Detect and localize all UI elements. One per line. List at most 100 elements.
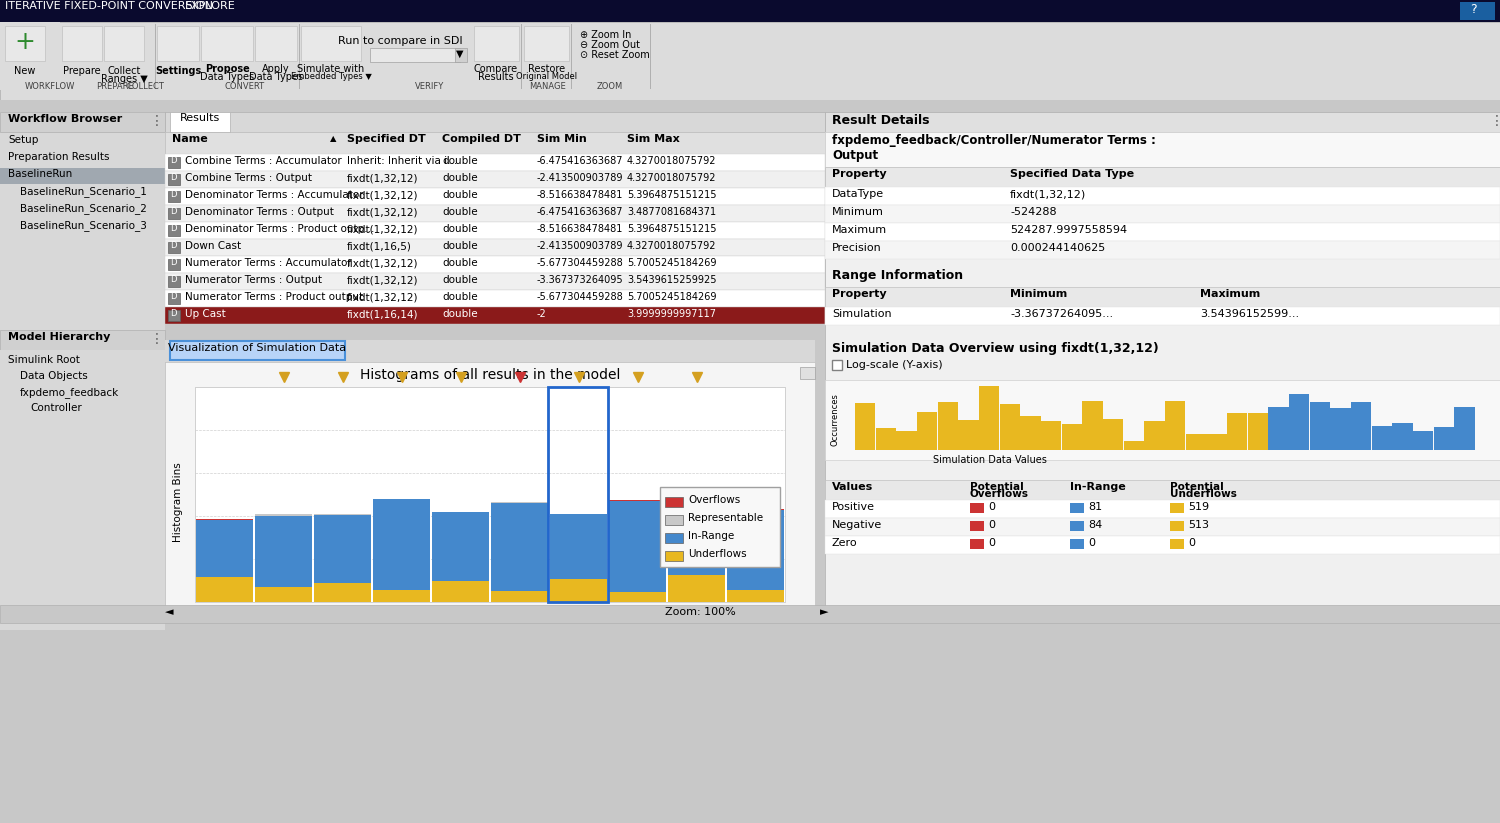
Text: Zero: Zero — [833, 538, 858, 548]
Text: Apply: Apply — [262, 64, 290, 74]
Text: Denominator Terms : Product outp...: Denominator Terms : Product outp... — [184, 224, 375, 234]
Bar — [314, 583, 370, 602]
Text: double: double — [442, 207, 477, 217]
Bar — [165, 171, 825, 188]
Text: Results: Results — [180, 113, 220, 123]
Bar — [609, 501, 666, 593]
Text: Result Details: Result Details — [833, 114, 930, 127]
Bar — [980, 386, 999, 450]
Text: Data Types: Data Types — [249, 72, 303, 82]
Text: fixdt(1,32,12): fixdt(1,32,12) — [346, 224, 418, 234]
Bar — [825, 112, 1500, 622]
Text: D: D — [170, 258, 177, 267]
Text: 0: 0 — [988, 520, 994, 530]
Bar — [168, 157, 180, 168]
Text: D: D — [170, 207, 177, 216]
Text: Minimum: Minimum — [833, 207, 884, 217]
Bar — [4, 26, 45, 61]
Text: 3.4877081684371: 3.4877081684371 — [627, 207, 716, 217]
Bar — [825, 536, 1500, 554]
Text: fixdt(1,32,12): fixdt(1,32,12) — [346, 292, 418, 302]
Bar — [825, 241, 1500, 259]
Bar — [255, 516, 312, 588]
Text: fxpdemo_feedback/Controller/Numerator Terms :
Output: fxpdemo_feedback/Controller/Numerator Te… — [833, 134, 1156, 162]
Bar — [168, 276, 180, 287]
Text: -2.413500903789: -2.413500903789 — [537, 241, 624, 251]
Text: ⊙ Reset Zoom: ⊙ Reset Zoom — [580, 50, 650, 60]
Bar — [958, 420, 978, 450]
Bar — [168, 293, 180, 304]
Text: fxpdemo_feedback: fxpdemo_feedback — [20, 387, 120, 398]
Text: 0: 0 — [1088, 538, 1095, 548]
Bar — [825, 187, 1500, 205]
Bar — [1434, 427, 1454, 450]
Text: D: D — [170, 309, 177, 318]
Bar — [660, 487, 780, 567]
Bar — [916, 412, 938, 450]
Text: -2.413500903789: -2.413500903789 — [537, 173, 624, 183]
Text: Denominator Terms : Accumulator: Denominator Terms : Accumulator — [184, 190, 363, 200]
Bar — [855, 403, 874, 450]
Bar — [550, 579, 608, 602]
Bar — [370, 48, 460, 62]
Text: ⋮: ⋮ — [1490, 114, 1500, 128]
Text: Potential: Potential — [970, 482, 1023, 492]
Text: +: + — [15, 30, 36, 54]
Bar — [196, 578, 254, 602]
Text: PREPARE: PREPARE — [96, 82, 134, 91]
Bar — [374, 590, 430, 602]
Bar — [664, 515, 682, 525]
Bar — [1070, 521, 1084, 531]
Bar — [548, 387, 608, 602]
Text: double: double — [442, 258, 477, 268]
Text: Run to compare in SDI: Run to compare in SDI — [338, 36, 462, 46]
Text: Property: Property — [833, 169, 886, 179]
Bar — [1310, 402, 1330, 450]
Text: -8.516638478481: -8.516638478481 — [537, 190, 624, 200]
Text: Precision: Precision — [833, 243, 882, 253]
Bar — [1170, 521, 1184, 531]
Bar — [825, 518, 1500, 536]
Text: D: D — [170, 224, 177, 233]
Bar — [168, 208, 180, 219]
Text: Combine Terms : Accumulator: Combine Terms : Accumulator — [184, 156, 342, 166]
Text: Data Types: Data Types — [200, 72, 254, 82]
Text: 5.3964875151215: 5.3964875151215 — [627, 190, 717, 200]
Text: double: double — [442, 241, 477, 251]
Text: Occurrences: Occurrences — [831, 393, 840, 446]
Bar — [1371, 425, 1392, 450]
Bar — [168, 191, 180, 202]
Bar — [62, 26, 102, 61]
Bar — [833, 360, 842, 370]
Text: Numerator Terms : Accumulator: Numerator Terms : Accumulator — [184, 258, 351, 268]
Bar — [314, 515, 370, 583]
Text: -6.475416363687: -6.475416363687 — [537, 156, 624, 166]
Bar — [1170, 539, 1184, 549]
Text: -5.677304459288: -5.677304459288 — [537, 258, 624, 268]
Text: 0: 0 — [1188, 538, 1196, 548]
Text: Representable: Representable — [688, 513, 764, 523]
Text: Workflow Browser: Workflow Browser — [8, 114, 123, 124]
Text: Maximum: Maximum — [833, 225, 886, 235]
Text: D: D — [170, 241, 177, 250]
Text: double: double — [442, 173, 477, 183]
Text: double: double — [442, 275, 477, 285]
Text: fixdt(1,32,12): fixdt(1,32,12) — [346, 207, 418, 217]
Bar — [1041, 421, 1060, 450]
Bar — [165, 205, 825, 222]
Text: 5.3964875151215: 5.3964875151215 — [627, 224, 717, 234]
Text: Preparation Results: Preparation Results — [8, 152, 109, 162]
Text: Visualization of Simulation Data: Visualization of Simulation Data — [168, 343, 346, 353]
Text: Embedded Types ▼: Embedded Types ▼ — [291, 72, 372, 81]
Text: ◄: ◄ — [165, 607, 174, 617]
Text: Results: Results — [478, 72, 514, 82]
Text: Up Cast: Up Cast — [184, 309, 225, 319]
Bar — [1185, 434, 1206, 450]
Bar — [0, 100, 1500, 112]
Text: 4.3270018075792: 4.3270018075792 — [627, 241, 717, 251]
Text: Model Hierarchy: Model Hierarchy — [8, 332, 111, 342]
Bar — [1227, 413, 1246, 450]
Bar — [165, 112, 825, 132]
Bar — [897, 431, 916, 450]
Bar — [0, 112, 165, 402]
